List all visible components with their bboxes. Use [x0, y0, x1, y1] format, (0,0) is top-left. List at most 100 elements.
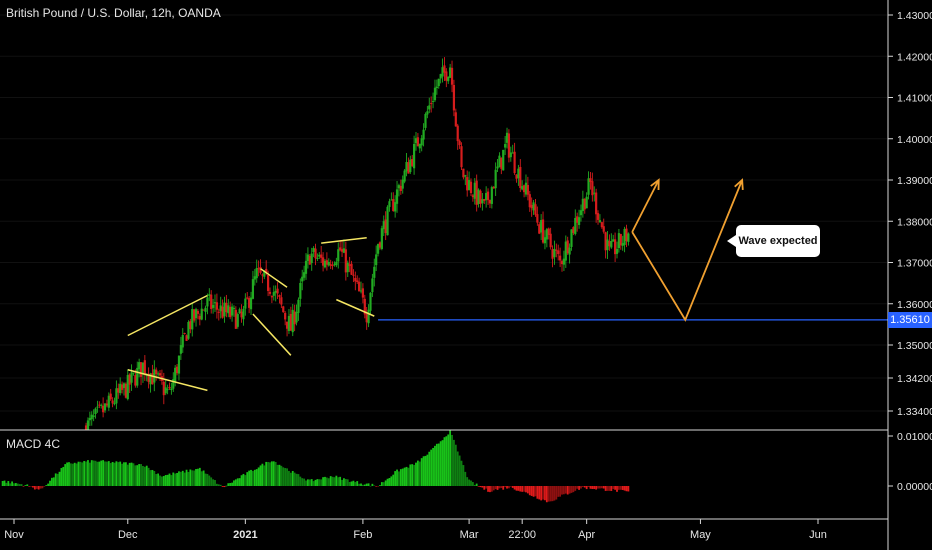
price-tick-label: 1.36000	[897, 299, 932, 311]
pattern-lines	[127, 237, 375, 392]
candle	[261, 273, 264, 284]
candle	[564, 235, 567, 268]
macd-bar	[418, 461, 421, 486]
candle	[424, 112, 427, 131]
wedge-jan-line	[260, 268, 288, 288]
macd-bar	[197, 468, 199, 486]
macd-bar	[481, 486, 484, 488]
candle	[227, 299, 230, 318]
macd-bar	[252, 470, 254, 486]
price-tick-label: 1.35000	[897, 340, 932, 352]
candle	[504, 135, 507, 155]
macd-bar	[117, 462, 120, 486]
candle	[373, 258, 376, 287]
macd-bar	[485, 486, 488, 489]
wedge-dec-line	[127, 369, 208, 392]
candle	[617, 228, 620, 253]
macd-bar	[403, 467, 406, 486]
macd-bar	[352, 480, 355, 486]
macd-axis[interactable]: 0.01000 0.00000	[888, 431, 932, 493]
macd-bar	[506, 486, 508, 489]
candle	[513, 142, 516, 175]
candle	[160, 369, 164, 385]
macd-bar	[168, 473, 171, 486]
candle	[248, 296, 251, 314]
macd-bar	[151, 469, 154, 486]
candle	[310, 247, 313, 271]
time-axis[interactable]: Nov Dec 2021 Feb Mar 22:00 Apr May Jun	[4, 519, 827, 541]
candle	[88, 411, 91, 426]
candle	[168, 382, 171, 391]
macd-bar	[1, 481, 4, 486]
macd-bar	[540, 486, 543, 501]
macd-bar	[526, 486, 529, 494]
macd-bar	[68, 462, 70, 486]
macd-bar	[561, 486, 563, 495]
macd-bar	[350, 481, 353, 486]
macd-bar	[434, 445, 436, 486]
macd-bar	[380, 482, 383, 486]
candle	[555, 243, 558, 258]
macd-bar	[502, 486, 505, 490]
macd-bar	[430, 449, 433, 486]
candle	[189, 318, 192, 334]
macd-bar	[445, 436, 448, 486]
macd-bar	[49, 480, 51, 486]
macd-bar	[238, 478, 241, 486]
price-tick-label: 1.41000	[897, 93, 932, 105]
candle	[107, 392, 110, 411]
candle	[268, 287, 272, 296]
candle	[242, 305, 245, 326]
macd-bar	[37, 486, 40, 490]
candle	[274, 285, 277, 302]
wedge-jan-line	[252, 313, 292, 356]
macd-bar	[542, 486, 544, 500]
price-axis[interactable]: 1.43000 1.42000 1.41000 1.40000 1.39000 1.380…	[888, 10, 932, 418]
candle	[378, 241, 382, 250]
macd-bar	[246, 472, 249, 486]
candle	[433, 79, 437, 102]
macd-bar	[172, 472, 175, 486]
candle	[181, 328, 184, 353]
candle	[128, 373, 131, 394]
macd-bar	[119, 461, 122, 486]
macd-bar	[94, 460, 97, 486]
candle	[401, 175, 404, 194]
macd-bar	[325, 477, 328, 486]
candle	[536, 206, 539, 226]
candle	[198, 313, 201, 326]
macd-bar	[30, 486, 32, 487]
macd-bar	[411, 464, 414, 486]
macd-bar	[176, 473, 178, 486]
macd-bar	[255, 469, 258, 486]
macd-bar	[521, 486, 524, 492]
macd-bar	[157, 473, 160, 486]
candle	[124, 382, 127, 399]
candle	[543, 230, 547, 250]
candle	[272, 285, 275, 301]
candle	[403, 169, 406, 184]
macd-bar	[11, 481, 14, 486]
candle	[581, 190, 584, 218]
macd-bar	[221, 486, 224, 487]
candle	[604, 231, 607, 259]
candle	[526, 176, 529, 201]
candle	[524, 174, 528, 197]
candle	[232, 305, 236, 317]
macd-bar	[496, 486, 499, 490]
macd-bar	[557, 486, 560, 497]
macd-bar	[210, 477, 213, 486]
candle	[384, 211, 387, 241]
candle	[395, 180, 399, 213]
candle	[185, 334, 188, 341]
macd-bar	[384, 480, 387, 486]
candle	[430, 96, 433, 113]
macd-bar	[407, 467, 410, 486]
macd-bar	[513, 486, 516, 490]
candle	[253, 269, 256, 286]
macd-bar	[79, 461, 82, 486]
macd-bar	[3, 480, 6, 486]
candle	[496, 158, 499, 173]
macd-bar	[64, 464, 67, 486]
